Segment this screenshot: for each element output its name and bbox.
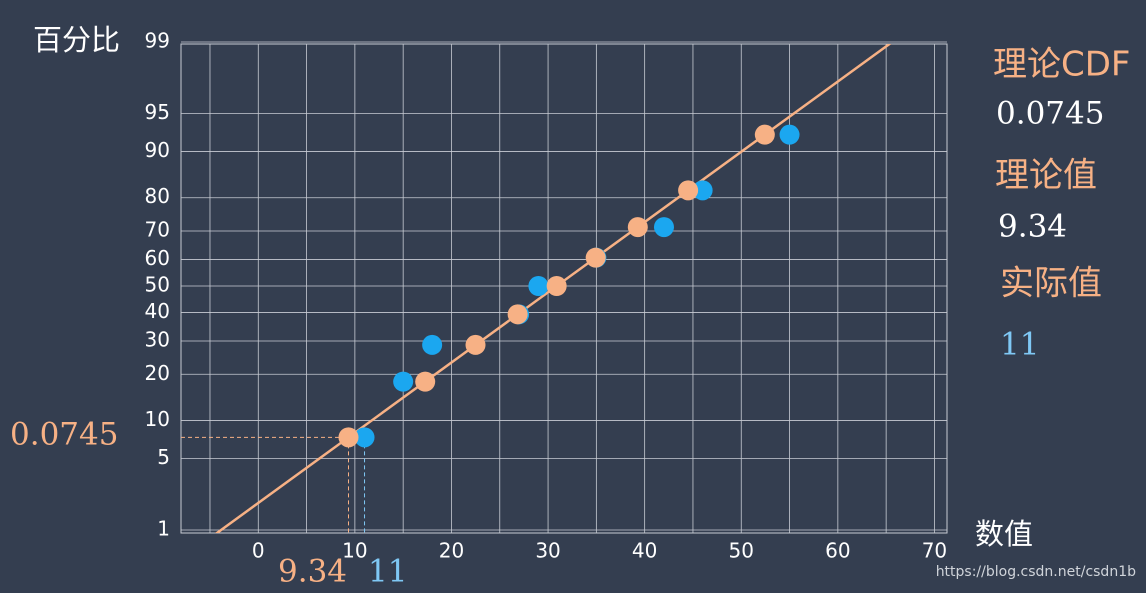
data-point xyxy=(507,304,528,325)
x-tick-label: 30 xyxy=(535,539,560,563)
y-tick-label: 1 xyxy=(157,517,170,541)
theory-axis-annotation: 9.34 xyxy=(278,554,347,590)
x-tick-label: 10 xyxy=(342,539,367,563)
x-axis-label: 数值 xyxy=(975,517,1033,551)
y-tick-label: 50 xyxy=(145,273,170,297)
y-tick-label: 30 xyxy=(145,328,170,352)
x-tick-label: 0 xyxy=(252,539,265,563)
data-point xyxy=(465,334,486,355)
data-point xyxy=(393,371,414,392)
data-point xyxy=(338,427,359,448)
data-point xyxy=(528,276,549,296)
data-point xyxy=(754,124,775,145)
y-tick-label: 10 xyxy=(145,407,170,431)
data-point xyxy=(415,371,436,392)
data-point xyxy=(354,427,375,448)
watermark: https://blog.csdn.net/csdn1b xyxy=(936,564,1136,580)
y-tick-label: 20 xyxy=(145,361,170,385)
theory-title: 理论值 xyxy=(995,156,1097,196)
y-tick-label: 80 xyxy=(145,184,170,208)
y-tick-label: 60 xyxy=(145,246,170,270)
data-point xyxy=(546,276,567,296)
cdf-value: 0.0745 xyxy=(996,96,1104,132)
data-point xyxy=(678,180,699,201)
y-tick-label: 99 xyxy=(145,29,170,53)
data-point xyxy=(422,334,443,355)
y-tick-label: 95 xyxy=(145,100,170,124)
actual-title: 实际值 xyxy=(1000,264,1102,304)
data-point xyxy=(653,217,674,238)
y-tick-label: 40 xyxy=(145,299,170,323)
cdf-title: 理论CDF xyxy=(993,45,1130,85)
data-point xyxy=(779,124,800,145)
theory-value: 9.34 xyxy=(998,209,1067,245)
y-axis-label: 百分比 xyxy=(33,23,120,57)
data-point xyxy=(585,247,606,268)
actual-axis-annotation: 11 xyxy=(368,554,407,590)
cdf-axis-annotation: 0.0745 xyxy=(10,417,118,453)
actual-value: 11 xyxy=(1000,327,1039,363)
data-point xyxy=(692,180,713,201)
plot-frame xyxy=(180,43,948,534)
y-tick-label: 90 xyxy=(145,138,170,162)
y-tick-label: 5 xyxy=(157,445,170,469)
x-tick-label: 60 xyxy=(825,539,850,563)
data-point xyxy=(627,217,648,238)
y-tick-label: 70 xyxy=(145,217,170,241)
x-tick-label: 70 xyxy=(922,539,947,563)
x-tick-label: 40 xyxy=(632,539,657,563)
x-tick-label: 20 xyxy=(439,539,464,563)
x-tick-label: 50 xyxy=(729,539,754,563)
